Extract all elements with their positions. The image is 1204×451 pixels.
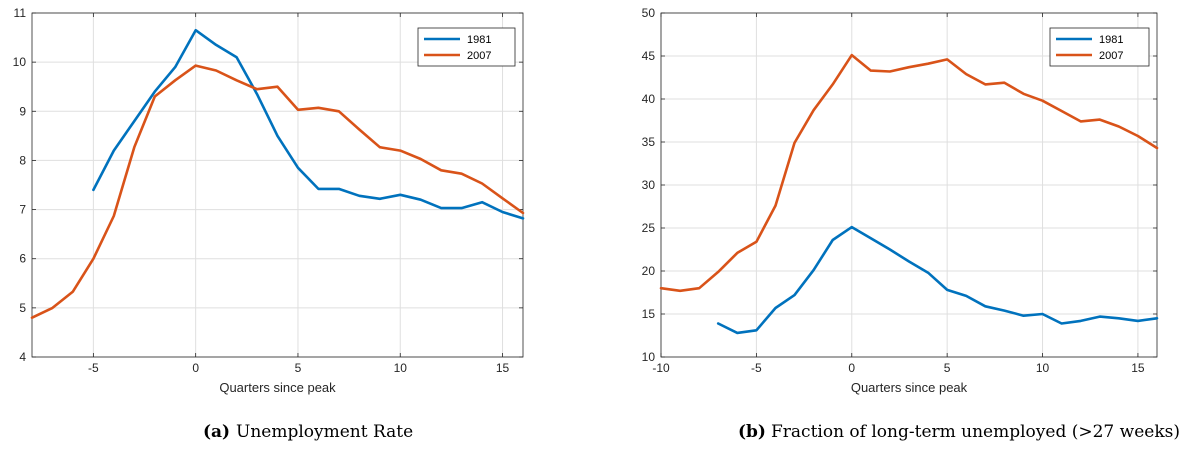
y-tick-label: 35 bbox=[642, 135, 656, 149]
y-tick-label: 5 bbox=[19, 301, 26, 315]
caption-b-label: (b) bbox=[738, 422, 766, 442]
legend-label-2007: 2007 bbox=[467, 50, 491, 62]
caption-a: (a) Unemployment Rate bbox=[203, 422, 413, 442]
y-tick-label: 6 bbox=[19, 252, 26, 266]
x-tick-label: 5 bbox=[944, 361, 951, 375]
y-tick-label: 50 bbox=[642, 6, 656, 20]
series-line-2007 bbox=[30, 64, 525, 320]
y-tick-label: 20 bbox=[642, 264, 656, 278]
y-tick-label: 30 bbox=[642, 178, 656, 192]
y-tick-label: 7 bbox=[19, 203, 26, 217]
x-tick-label: 15 bbox=[496, 361, 510, 375]
y-tick-label: 45 bbox=[642, 49, 656, 63]
y-tick-label: 40 bbox=[642, 92, 656, 106]
chart-panel-a: -5 0 5 10 15 4 5 6 7 8 9 10 11 Quarters since peak 198… bbox=[13, 6, 525, 395]
legend: 1981 2007 bbox=[417, 27, 516, 67]
legend-box bbox=[1049, 27, 1150, 67]
y-tick-label: 10 bbox=[642, 350, 656, 364]
plot-area-frame bbox=[31, 12, 524, 358]
x-axis-label: Quarters since peak bbox=[219, 380, 336, 395]
x-tick-label: 0 bbox=[848, 361, 855, 375]
x-tick-label: 0 bbox=[192, 361, 199, 375]
y-tick-label: 9 bbox=[19, 104, 26, 118]
y-tick-label: 10 bbox=[13, 55, 27, 69]
y-tick-label: 8 bbox=[19, 153, 26, 167]
series-line-1981 bbox=[716, 225, 1159, 335]
caption-b: (b) Fraction of long-term unemployed (>2… bbox=[738, 422, 1180, 442]
y-tick-label: 11 bbox=[14, 6, 27, 20]
x-axis-label: Quarters since peak bbox=[851, 380, 968, 395]
x-tick-label: 15 bbox=[1131, 361, 1145, 375]
x-tick-label: 10 bbox=[1036, 361, 1050, 375]
x-tick-label: -5 bbox=[88, 361, 99, 375]
y-tick-label: 15 bbox=[642, 307, 656, 321]
x-tick-label: -5 bbox=[751, 361, 762, 375]
x-tick-label: 5 bbox=[295, 361, 302, 375]
legend-box bbox=[417, 27, 516, 67]
caption-a-label: (a) bbox=[203, 422, 230, 442]
x-tick-label: -10 bbox=[652, 361, 670, 375]
chart-panel-b: -10 -5 0 5 10 15 10 15 20 25 30 35 40 45 50 Quarters si… bbox=[642, 6, 1159, 395]
y-tick-label: 25 bbox=[642, 221, 656, 235]
legend-label-1981: 1981 bbox=[467, 34, 491, 46]
legend-label-2007: 2007 bbox=[1099, 50, 1123, 62]
series-line-1981 bbox=[92, 28, 525, 220]
caption-a-text: Unemployment Rate bbox=[236, 422, 413, 442]
x-tick-label: 10 bbox=[394, 361, 408, 375]
y-tick-label: 4 bbox=[19, 350, 26, 364]
legend: 1981 2007 bbox=[1049, 27, 1150, 67]
caption-b-text: Fraction of long-term unemployed (>27 we… bbox=[771, 422, 1180, 442]
legend-label-1981: 1981 bbox=[1099, 34, 1123, 46]
series-line-2007 bbox=[659, 53, 1159, 293]
